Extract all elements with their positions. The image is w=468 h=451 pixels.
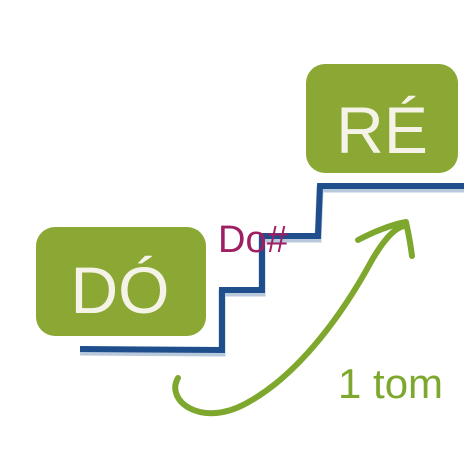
- staircase-icon: [79, 183, 464, 357]
- curved-arrow-stroke: [172, 223, 407, 417]
- note-low-box-fill: [36, 227, 206, 336]
- curved-arrow-icon: [172, 219, 415, 417]
- note-half-step-label: Do#: [218, 219, 288, 261]
- staircase-line: [79, 183, 464, 354]
- note-high-label: RÉ: [336, 93, 428, 167]
- note-high-box-fill: [306, 64, 458, 173]
- interval-label: 1 tom: [338, 360, 443, 407]
- curved-arrow-head: [355, 219, 415, 259]
- note-low-label: DÓ: [71, 253, 170, 327]
- note-high-box: RÉ: [302, 60, 462, 177]
- note-low-box: DÓ: [32, 223, 210, 340]
